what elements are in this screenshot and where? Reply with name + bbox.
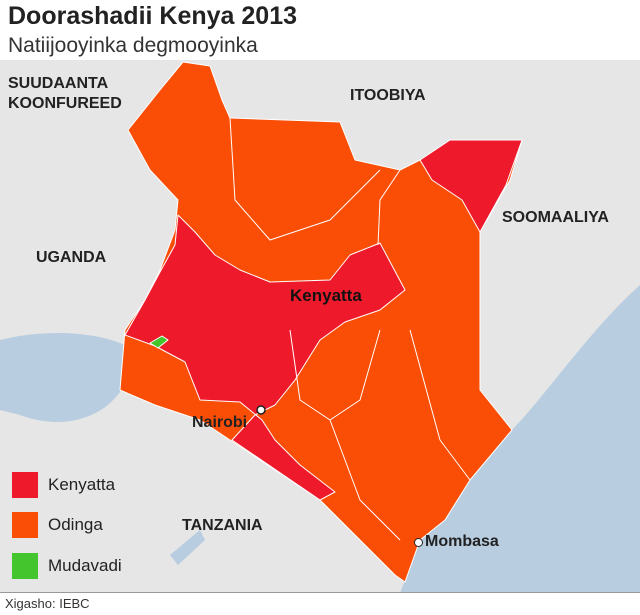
legend-swatch-red (12, 472, 38, 498)
label-nairobi: Nairobi (192, 414, 248, 431)
legend-swatch-green (12, 553, 38, 579)
lake-tanzania (170, 530, 205, 565)
kenya-map (0, 60, 640, 593)
map-title: Doorashadii Kenya 2013 (8, 2, 298, 30)
county-borders (229, 117, 471, 541)
legend-label: Mudavadi (48, 556, 122, 575)
lake-victoria (0, 333, 125, 422)
label-kenyatta-region: Kenyatta (290, 286, 362, 305)
kenyatta-central-region (124, 214, 406, 501)
label-tanzania: TANZANIA (182, 517, 263, 534)
legend-label: Odinga (48, 515, 103, 534)
indian-ocean (400, 285, 640, 593)
label-mombasa: Mombasa (414, 533, 499, 551)
legend-swatch-orange (12, 512, 38, 538)
source-note: Xigasho: IEBC (5, 596, 90, 611)
divider (0, 592, 640, 593)
label-south-sudan: SUUDAANTA KOONFUREED (8, 75, 122, 112)
legend-item-kenyatta: Kenyatta (12, 472, 115, 498)
label-ethiopia: ITOOBIYA (350, 87, 426, 104)
legend-label: Kenyatta (48, 475, 116, 494)
mombasa-name: Mombasa (425, 533, 499, 550)
label-somalia: SOOMAALIYA (502, 209, 609, 226)
legend-item-mudavadi: Mudavadi (12, 553, 122, 579)
mombasa-marker (414, 537, 423, 547)
kenyatta-northeast-region (419, 139, 523, 233)
mudavadi-region (149, 335, 169, 349)
legend-item-odinga: Odinga (12, 512, 103, 538)
nairobi-marker (256, 405, 266, 415)
label-uganda: UGANDA (36, 249, 107, 266)
map-subtitle: Natiijooyinka degmooyinka (8, 34, 258, 57)
